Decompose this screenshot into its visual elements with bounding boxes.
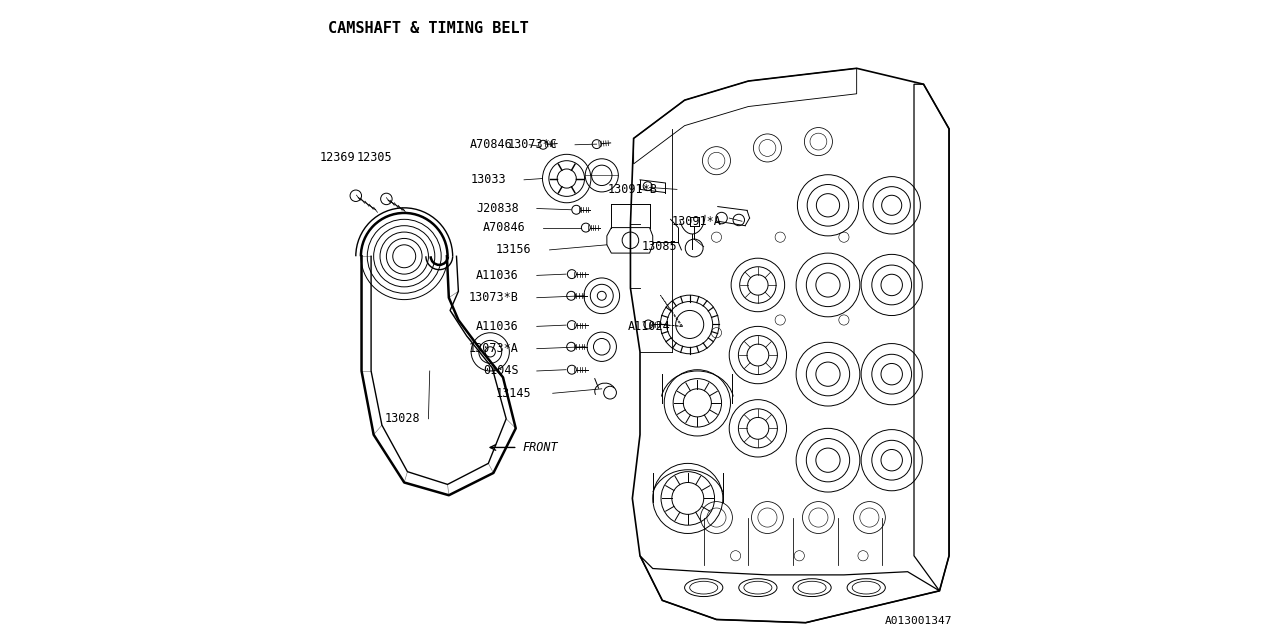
Text: CAMSHAFT & TIMING BELT: CAMSHAFT & TIMING BELT xyxy=(328,20,529,35)
Text: A11024: A11024 xyxy=(627,320,671,333)
Text: A013001347: A013001347 xyxy=(884,616,952,626)
Text: 13028: 13028 xyxy=(384,412,420,425)
Text: 13033: 13033 xyxy=(471,173,506,186)
Text: A70846: A70846 xyxy=(483,221,525,234)
Text: 13091*B: 13091*B xyxy=(608,183,658,196)
Text: A70846: A70846 xyxy=(470,138,512,151)
Text: 12369: 12369 xyxy=(320,151,355,164)
Text: A11036: A11036 xyxy=(476,320,518,333)
Text: FRONT: FRONT xyxy=(522,441,558,454)
Text: 13073*C: 13073*C xyxy=(507,138,557,151)
Text: 13073*A: 13073*A xyxy=(468,342,518,355)
Text: 13073*B: 13073*B xyxy=(468,291,518,304)
Text: 13145: 13145 xyxy=(497,387,531,400)
Text: 0104S: 0104S xyxy=(484,364,518,378)
Text: 13085: 13085 xyxy=(641,240,677,253)
Text: 12305: 12305 xyxy=(357,151,393,164)
Text: J20838: J20838 xyxy=(476,202,518,215)
Text: 13156: 13156 xyxy=(497,243,531,257)
Text: 13091*A: 13091*A xyxy=(672,215,722,228)
Text: A11036: A11036 xyxy=(476,269,518,282)
